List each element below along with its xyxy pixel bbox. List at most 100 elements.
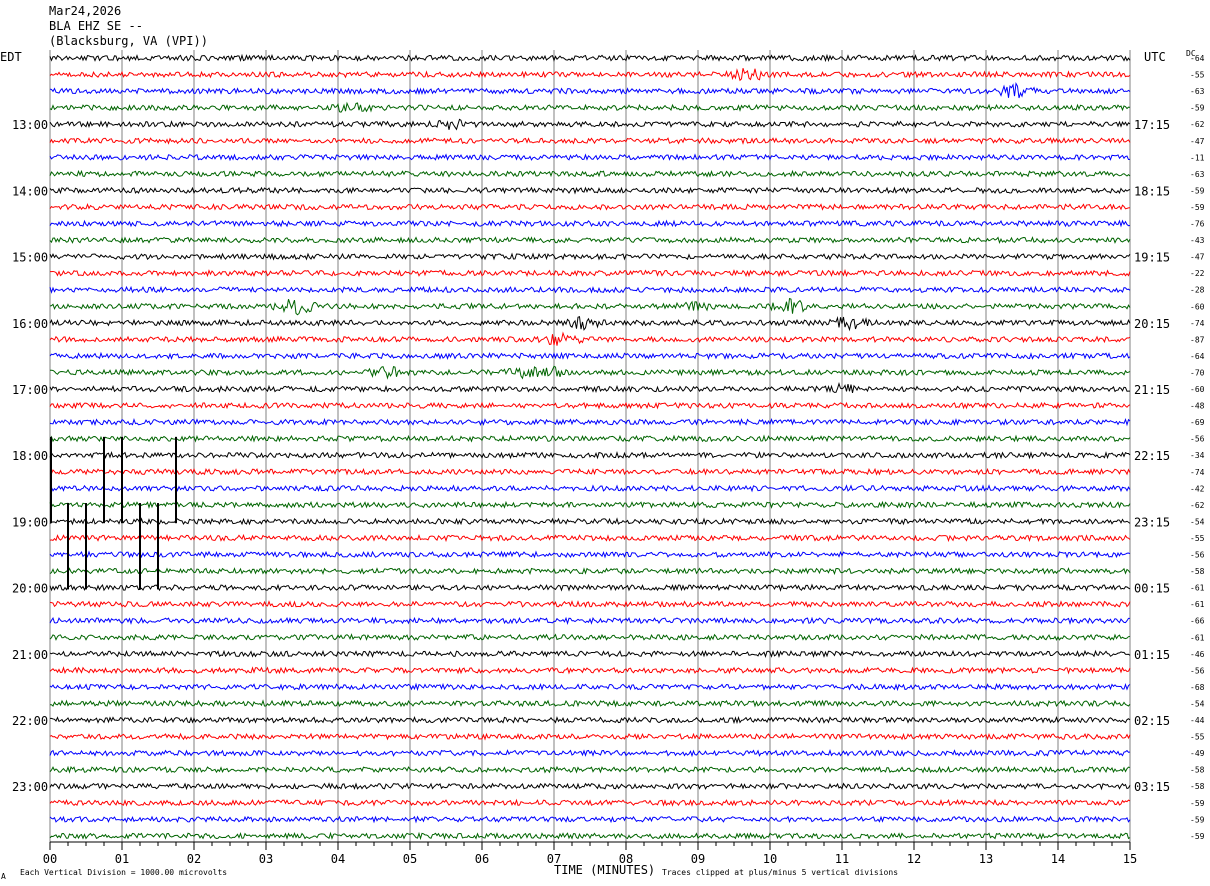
dc-offset-label: -70 <box>1190 368 1205 377</box>
left-hour-label: 15:00 <box>12 251 48 265</box>
dc-offset-label: -58 <box>1190 766 1205 775</box>
trace-row-2 <box>49 81 1131 99</box>
x-tick-label: 00 <box>43 852 57 866</box>
dc-offset-label: -28 <box>1190 286 1205 295</box>
x-tick-label: 14 <box>1051 852 1065 866</box>
right-hour-label: 22:15 <box>1134 449 1170 463</box>
dc-offset-label: -61 <box>1190 633 1205 642</box>
minute-gridlines <box>49 50 1131 842</box>
left-timezone-label: EDT <box>0 50 22 64</box>
left-hour-label: 22:00 <box>12 714 48 728</box>
dc-offset-label: -22 <box>1190 269 1205 278</box>
dc-offset-label: -62 <box>1190 120 1205 129</box>
corner-mark: A <box>1 872 6 881</box>
dc-offset-label: -63 <box>1190 170 1205 179</box>
right-timezone-label: UTC <box>1144 50 1166 64</box>
trace-row-32 <box>49 583 1131 592</box>
trace-row-5 <box>49 136 1131 145</box>
trace-row-33 <box>49 600 1131 609</box>
trace-row-34 <box>49 616 1131 625</box>
dc-offset-label: -58 <box>1190 782 1205 791</box>
x-tick-label: 10 <box>763 852 777 866</box>
clipped-spikes <box>50 436 177 590</box>
trace-row-3 <box>49 101 1131 113</box>
right-hour-label: 01:15 <box>1134 648 1170 662</box>
trace-row-47 <box>49 831 1131 841</box>
left-hour-label: 16:00 <box>12 317 48 331</box>
dc-offset-label: -60 <box>1190 302 1205 311</box>
trace-row-28 <box>49 517 1131 526</box>
dc-offset-label: -59 <box>1190 832 1205 841</box>
x-tick-label: 13 <box>979 852 993 866</box>
trace-row-13 <box>49 268 1131 278</box>
x-axis: 00 01 02 03 04 05 06 07 08 09 10 11 12 13 14 15 <box>43 841 1137 866</box>
x-tick-label: 09 <box>691 852 705 866</box>
right-hour-labels: 17:15 18:15 19:15 20:15 21:15 22:15 23:15 00:15… <box>1134 118 1170 794</box>
dc-offset-label: -59 <box>1190 799 1205 808</box>
dc-offset-label: -64 <box>1190 54 1205 63</box>
dc-offset-labels: -64 -55 -63 -59 -62 -47 -11 -63 -59 -59 -76 -43 -47 -… <box>1190 54 1205 841</box>
trace-rows <box>49 53 1131 841</box>
trace-row-16 <box>49 315 1131 332</box>
dc-offset-label: -66 <box>1190 617 1205 626</box>
trace-row-31 <box>49 567 1131 576</box>
x-tick-label: 15 <box>1123 852 1137 866</box>
station-location: (Blacksburg, VA (VPI)) <box>49 34 208 48</box>
x-axis-title: TIME (MINUTES) <box>554 863 655 877</box>
dc-offset-label: -55 <box>1190 534 1205 543</box>
dc-offset-label: -49 <box>1190 749 1205 758</box>
trace-row-4 <box>49 118 1131 131</box>
trace-row-46 <box>49 815 1131 824</box>
trace-row-27 <box>49 500 1131 510</box>
dc-offset-label: -63 <box>1190 87 1205 96</box>
x-tick-label: 03 <box>259 852 273 866</box>
trace-row-15 <box>49 297 1131 316</box>
x-tick-label: 11 <box>835 852 849 866</box>
dc-offset-label: -62 <box>1190 501 1205 510</box>
dc-offset-label: -47 <box>1190 253 1205 262</box>
left-hour-label: 13:00 <box>12 118 48 132</box>
dc-offset-label: -54 <box>1190 517 1205 526</box>
dc-offset-label: -87 <box>1190 335 1205 344</box>
station-date: Mar24,2026 <box>49 4 122 18</box>
dc-offset-label: -11 <box>1190 153 1205 162</box>
clip-note: Traces clipped at plus/minus 5 vertical … <box>662 868 898 877</box>
left-hour-label: 20:00 <box>12 582 48 596</box>
dc-offset-label: -59 <box>1190 203 1205 212</box>
scale-note: Each Vertical Division = 1000.00 microvo… <box>20 868 227 877</box>
dc-offset-label: -74 <box>1190 319 1205 328</box>
dc-offset-label: -58 <box>1190 567 1205 576</box>
right-hour-label: 03:15 <box>1134 780 1170 794</box>
right-hour-label: 21:15 <box>1134 383 1170 397</box>
left-hour-label: 21:00 <box>12 648 48 662</box>
left-hour-label: 19:00 <box>12 515 48 529</box>
trace-row-44 <box>49 782 1131 791</box>
trace-row-42 <box>49 749 1131 758</box>
dc-offset-label: -55 <box>1190 71 1205 80</box>
right-hour-label: 02:15 <box>1134 714 1170 728</box>
right-hour-label: 20:15 <box>1134 317 1170 331</box>
dc-offset-label: -55 <box>1190 733 1205 742</box>
x-tick-label: 02 <box>187 852 201 866</box>
trace-row-22 <box>49 417 1131 427</box>
x-tick-label: 07 <box>547 852 561 866</box>
dc-header-label: DC <box>1186 49 1196 58</box>
trace-row-39 <box>49 699 1131 708</box>
trace-row-26 <box>49 484 1131 493</box>
dc-offset-label: -59 <box>1190 104 1205 113</box>
right-hour-label: 23:15 <box>1134 515 1170 529</box>
trace-row-41 <box>49 732 1131 741</box>
dc-offset-label: -34 <box>1190 451 1205 460</box>
trace-row-30 <box>49 550 1131 559</box>
dc-offset-label: -47 <box>1190 137 1205 146</box>
trace-row-12 <box>49 252 1131 261</box>
left-hour-label: 18:00 <box>12 449 48 463</box>
dc-offset-label: -64 <box>1190 352 1205 361</box>
trace-row-37 <box>49 666 1131 675</box>
dc-offset-label: -43 <box>1190 236 1205 245</box>
dc-offset-label: -60 <box>1190 385 1205 394</box>
dc-offset-label: -44 <box>1190 716 1205 725</box>
dc-offset-label: -48 <box>1190 402 1205 411</box>
x-tick-label: 06 <box>475 852 489 866</box>
